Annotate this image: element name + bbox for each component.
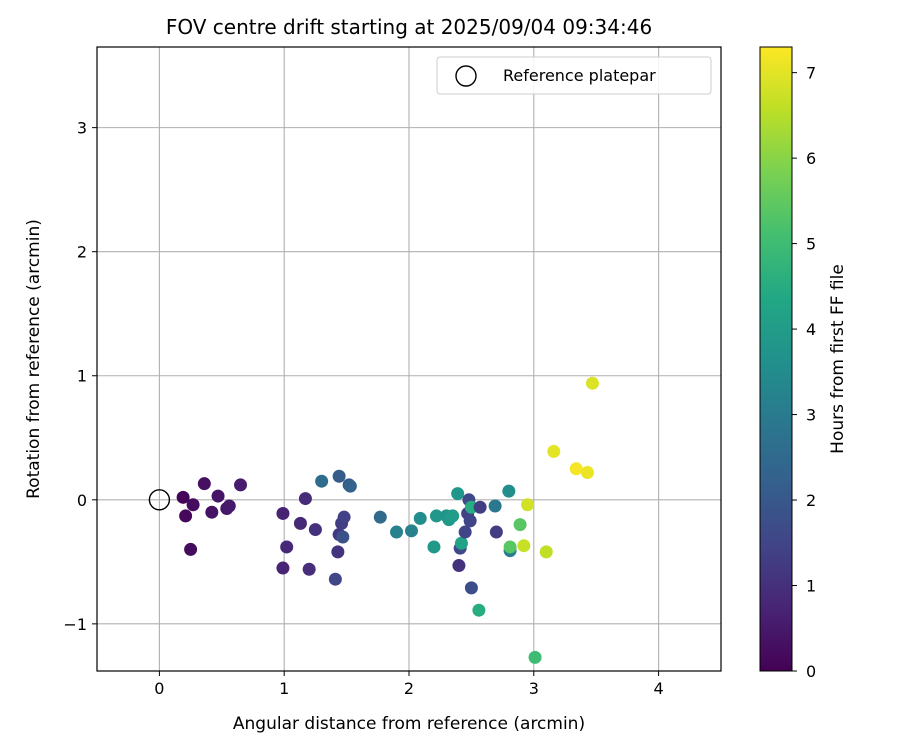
scatter-point — [276, 561, 290, 575]
scatter-point — [429, 509, 443, 523]
x-axis-label: Angular distance from reference (arcmin) — [233, 714, 585, 734]
chart-title: FOV centre drift starting at 2025/09/04 … — [166, 15, 652, 39]
scatter-points — [176, 376, 599, 664]
scatter-point — [186, 498, 200, 512]
scatter-point — [298, 492, 312, 506]
scatter-point — [472, 603, 486, 617]
scatter-point — [513, 518, 527, 532]
scatter-point — [176, 490, 190, 504]
scatter-point — [458, 525, 472, 539]
scatter-point — [205, 505, 219, 519]
scatter-point — [328, 572, 342, 586]
colorbar-gradient — [759, 46, 793, 672]
scatter-point — [222, 499, 236, 513]
colorbar: 0 1 2 3 4 5 6 7 Hours from first FF file — [759, 46, 848, 681]
colorbar-tick-label: 5 — [806, 235, 816, 254]
y-tick-label: 3 — [77, 119, 87, 138]
legend-open-circle-icon — [455, 65, 477, 87]
scatter-point — [332, 469, 346, 483]
scatter-point — [337, 510, 351, 524]
x-tick-label: 2 — [404, 679, 414, 698]
x-axis-ticks: 0 1 2 3 4 — [154, 671, 664, 698]
scatter-point — [502, 484, 516, 498]
colorbar-tick-label: 1 — [806, 577, 816, 596]
grid — [97, 47, 721, 671]
reference-platepar-point — [148, 489, 171, 511]
colorbar-tick-label: 3 — [806, 406, 816, 425]
scatter-point — [308, 523, 322, 537]
colorbar-tick-label: 2 — [806, 491, 816, 510]
legend: Reference platepar — [436, 56, 712, 95]
scatter-point — [427, 540, 441, 554]
scatter-point — [390, 525, 404, 539]
scatter-point — [517, 539, 531, 553]
x-tick-label: 4 — [654, 679, 664, 698]
scatter-point — [539, 545, 553, 559]
scatter-point — [315, 474, 329, 488]
scatter-point — [503, 540, 517, 554]
colorbar-ticks: 0 1 2 3 4 5 6 7 — [792, 64, 816, 681]
scatter-point — [489, 525, 503, 539]
scatter-point — [197, 477, 211, 491]
scatter-point — [280, 540, 294, 554]
colorbar-tick-label: 7 — [806, 64, 816, 83]
colorbar-tick-label: 0 — [806, 662, 816, 681]
scatter-point — [464, 581, 478, 595]
scatter-point — [302, 562, 316, 576]
scatter-point — [521, 498, 535, 512]
colorbar-tick-label: 6 — [806, 149, 816, 168]
y-tick-label: 2 — [77, 243, 87, 262]
scatter-point — [585, 376, 599, 390]
scatter-point — [446, 509, 460, 523]
scatter-point — [276, 506, 290, 520]
colorbar-label: Hours from first FF file — [828, 264, 848, 454]
scatter-point — [488, 499, 502, 513]
scatter-point — [454, 536, 468, 550]
x-tick-label: 0 — [154, 679, 164, 698]
scatter-point — [293, 516, 307, 530]
scatter-point — [331, 545, 345, 559]
scatter-point — [463, 514, 477, 528]
scatter-point — [547, 444, 561, 458]
scatter-point — [404, 524, 418, 538]
scatter-point — [373, 510, 387, 524]
y-tick-label: −1 — [63, 615, 87, 634]
x-tick-label: 1 — [279, 679, 289, 698]
y-tick-label: 0 — [77, 491, 87, 510]
scatter-point — [473, 500, 487, 514]
legend-entry-label: Reference platepar — [503, 66, 656, 85]
scatter-point — [413, 511, 427, 525]
x-tick-label: 3 — [529, 679, 539, 698]
scatter-point — [569, 462, 583, 476]
scatter-point — [179, 509, 193, 523]
colorbar-tick-label: 4 — [806, 320, 816, 339]
scatter-point — [184, 542, 198, 556]
y-axis-label: Rotation from reference (arcmin) — [24, 219, 44, 499]
scatter-point — [580, 466, 594, 480]
scatter-point — [234, 478, 248, 492]
scatter-point — [452, 559, 466, 573]
y-axis-ticks: −1 0 1 2 3 — [63, 119, 97, 634]
y-tick-label: 1 — [77, 367, 87, 386]
scatter-point — [451, 487, 465, 501]
legend-box — [436, 56, 712, 95]
reference-marker — [148, 489, 171, 511]
scatter-point — [528, 650, 542, 664]
scatter-point — [343, 479, 357, 493]
scatter-point — [336, 530, 350, 544]
scatter-point — [211, 489, 225, 503]
